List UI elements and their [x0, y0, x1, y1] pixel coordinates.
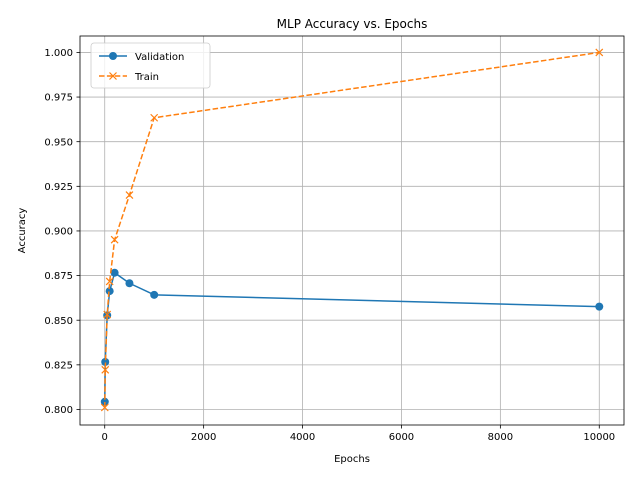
data-point-validation: [100, 397, 109, 406]
y-tick-label: 1.000: [44, 48, 73, 59]
data-point-train: [150, 113, 159, 122]
chart-title: MLP Accuracy vs. Epochs: [277, 17, 428, 31]
legend-label-train: Train: [134, 72, 159, 83]
data-point-train: [100, 403, 109, 412]
data-point-validation: [150, 290, 159, 299]
y-axis: 0.800 0.825 0.850 0.875 0.900 0.925 0.950 0.975…: [44, 48, 80, 416]
y-tick-label: 0.850: [44, 316, 73, 327]
legend: Validation Train: [90, 42, 211, 89]
y-axis-label: Accuracy: [17, 208, 28, 254]
x-axis: 0 2000 4000 6000 8000 10000: [102, 425, 615, 443]
series-line-validation: [104, 271, 600, 402]
series-line-train: [104, 51, 600, 408]
series-validation: [100, 268, 604, 406]
legend-marker-train: [109, 72, 117, 80]
y-tick-label: 0.825: [44, 360, 73, 371]
x-tick-label: 2000: [191, 432, 216, 443]
x-tick-label: 8000: [488, 432, 513, 443]
y-tick-label: 0.875: [44, 271, 73, 282]
legend-label-validation: Validation: [135, 52, 184, 63]
data-point-validation: [101, 357, 110, 366]
y-tick-label: 0.900: [44, 227, 73, 238]
x-tick-label: 0: [102, 432, 108, 443]
legend-marker-validation: [109, 52, 117, 60]
series-train: [100, 48, 604, 412]
y-tick-label: 0.800: [44, 405, 73, 416]
data-point-validation: [595, 302, 604, 311]
y-tick-label: 0.950: [44, 137, 73, 148]
x-tick-label: 6000: [389, 432, 414, 443]
x-axis-label: Epochs: [334, 454, 370, 465]
x-tick-label: 10000: [583, 432, 615, 443]
legend-box: [90, 42, 211, 89]
data-point-train: [103, 310, 112, 319]
data-point-validation: [110, 268, 119, 277]
y-tick-label: 0.975: [44, 93, 73, 104]
data-point-validation: [105, 287, 114, 296]
data-point-train: [101, 365, 110, 374]
data-point-train: [595, 48, 604, 57]
data-point-validation: [125, 279, 134, 288]
data-point-train: [125, 191, 134, 199]
data-point-train: [105, 277, 114, 286]
data-point-train: [110, 235, 119, 244]
grid: [80, 36, 624, 425]
x-tick-label: 4000: [290, 432, 315, 443]
y-tick-label: 0.925: [44, 182, 73, 193]
series-layer: [100, 48, 604, 412]
plot-frame: [79, 35, 625, 426]
